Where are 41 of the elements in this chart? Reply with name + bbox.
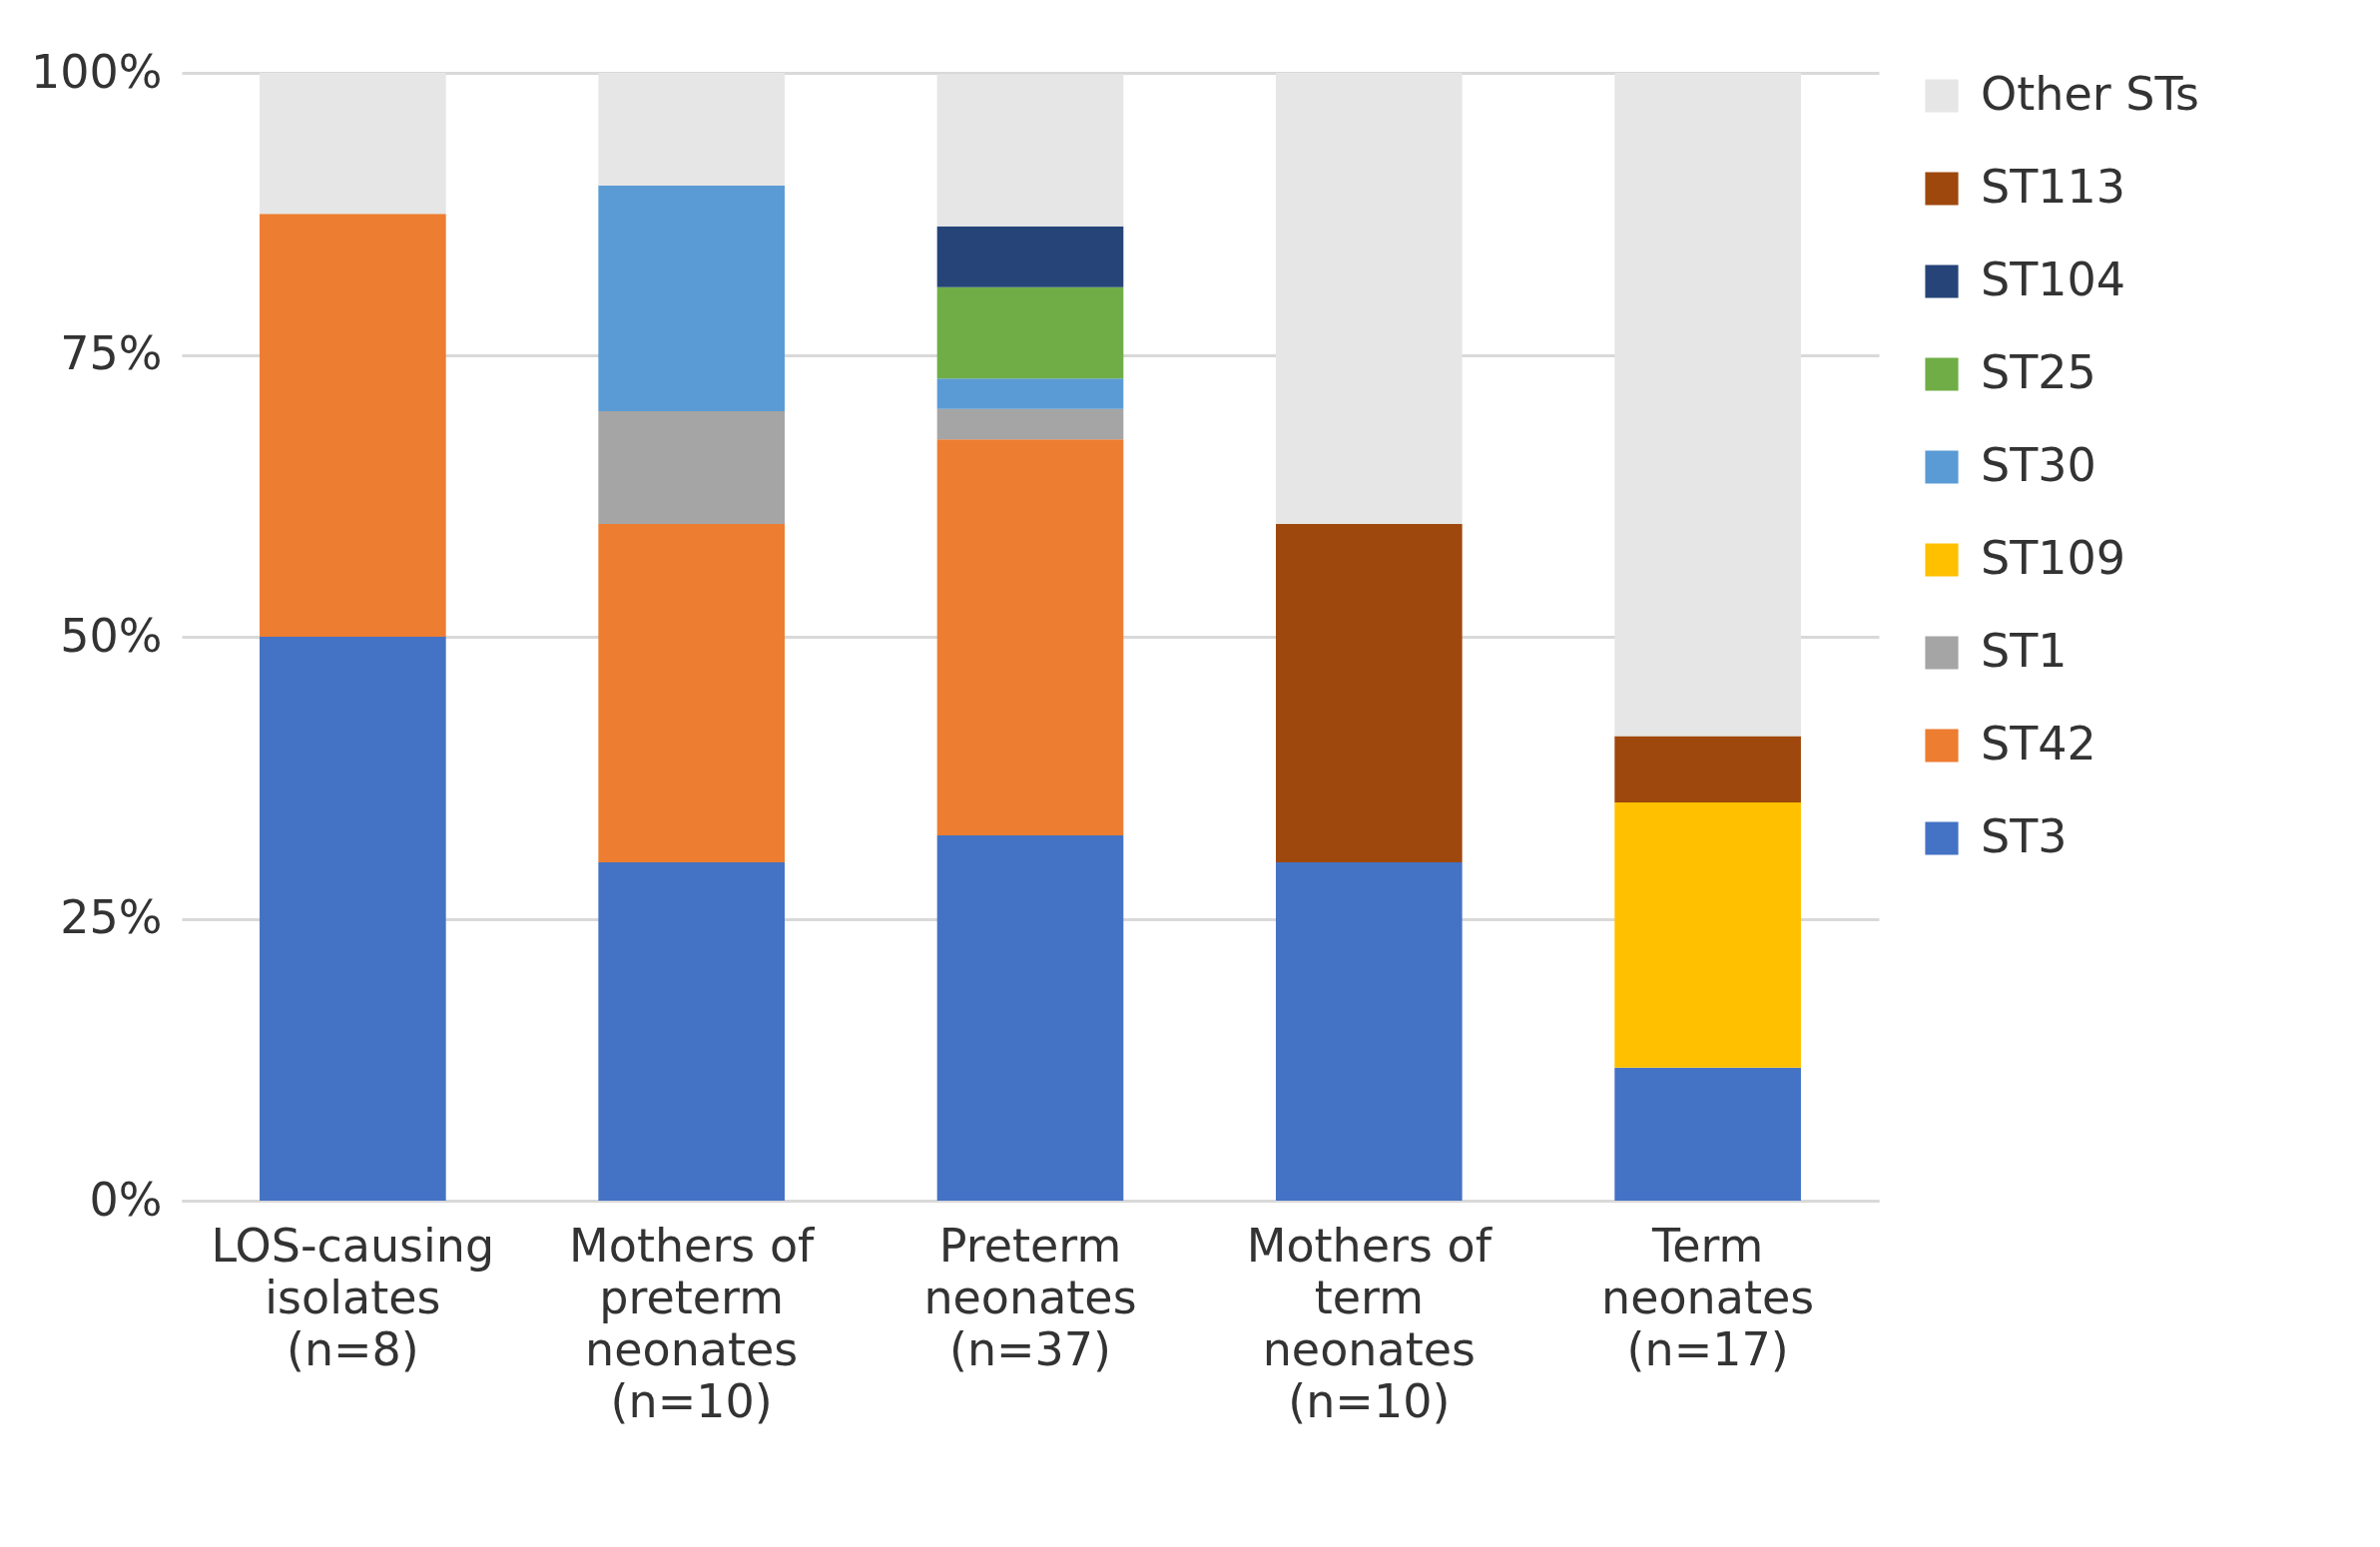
legend-label: ST109 <box>1981 531 2126 585</box>
bar <box>936 408 1124 440</box>
y-tick-label: 75% <box>60 326 163 380</box>
y-tick-label: 25% <box>60 890 163 944</box>
legend-label: ST25 <box>1981 345 2096 399</box>
bar <box>260 73 446 215</box>
bar <box>1276 524 1463 862</box>
bar <box>598 411 785 524</box>
legend-label: ST1 <box>1981 624 2068 678</box>
x-tick-label: LOS-causing isolates (n=8) <box>211 1218 495 1376</box>
bar <box>1614 802 1801 1068</box>
bar <box>1614 73 1801 737</box>
x-tick-label: Preterm neonates (n=37) <box>923 1218 1137 1376</box>
x-tick-label: Term neonates (n=17) <box>1601 1218 1815 1376</box>
x-tick-label: Mothers of preterm neonates (n=10) <box>569 1218 817 1428</box>
bar <box>598 862 785 1201</box>
bar <box>598 524 785 862</box>
bar <box>936 226 1124 287</box>
bar <box>1614 1067 1801 1201</box>
bar <box>936 834 1124 1201</box>
bar <box>1276 73 1463 524</box>
bar <box>598 73 785 186</box>
legend-label: ST104 <box>1981 253 2126 306</box>
x-tick-label: Mothers of term neonates (n=10) <box>1246 1218 1493 1428</box>
bar <box>260 214 446 637</box>
y-tick-label: 100% <box>30 44 163 99</box>
bar <box>936 74 1124 227</box>
bar <box>1614 736 1801 803</box>
legend-label: ST30 <box>1981 438 2096 492</box>
legend-label: Other STs <box>1981 67 2199 121</box>
bar <box>936 439 1124 835</box>
y-tick-label: 50% <box>60 608 163 663</box>
bar <box>936 378 1124 409</box>
legend-label: ST3 <box>1981 809 2068 863</box>
bar <box>1276 862 1463 1201</box>
bar <box>598 186 785 411</box>
bar <box>936 286 1124 379</box>
y-tick-label: 0% <box>89 1172 163 1227</box>
legend-label: ST113 <box>1981 160 2126 214</box>
bar <box>260 637 446 1201</box>
legend-label: ST42 <box>1981 717 2096 771</box>
